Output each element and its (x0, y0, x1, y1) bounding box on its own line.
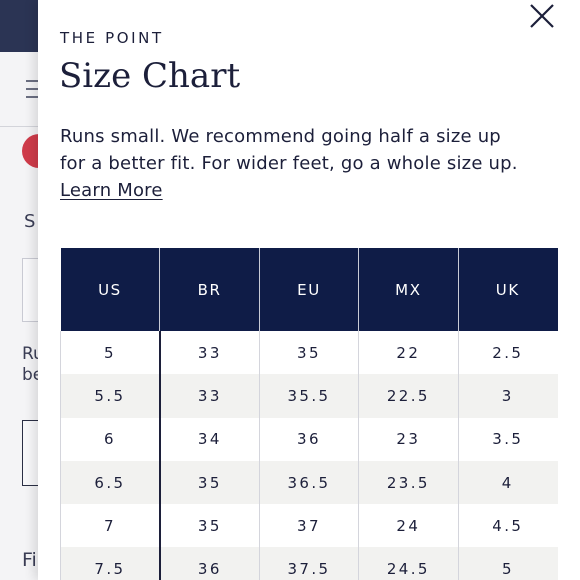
hamburger-menu-icon (26, 80, 40, 98)
table-cell: 37 (259, 504, 360, 548)
table-cell: 36 (159, 547, 260, 580)
table-cell: 5 (59, 331, 161, 375)
table-cell: 35.5 (259, 374, 360, 418)
table-cell: 23.5 (358, 460, 459, 505)
table-cell: 35 (159, 504, 260, 548)
table-cell: 23 (358, 417, 459, 461)
table-cell: 4.5 (492, 516, 524, 535)
table-row: 5.5 33 35.5 22.5 3 (59, 374, 558, 418)
table-cell: 33 (159, 331, 260, 375)
table-row: 6 34 36 23 3.5 (59, 417, 558, 461)
table-cell: 5.5 (59, 374, 161, 418)
background-divider (0, 126, 40, 127)
table-cell: 35 (259, 331, 360, 375)
column-header-us: US (60, 248, 161, 331)
background-text-fi: Fi (22, 549, 37, 571)
brand-eyebrow: THE POINT (60, 29, 164, 47)
column-header-uk: UK (458, 248, 558, 331)
table-cell: 36.5 (259, 460, 360, 505)
table-cell: 34 (159, 417, 260, 461)
page-title: Size Chart (59, 56, 241, 96)
size-chart-panel: THE POINT Size Chart Runs small. We reco… (38, 0, 580, 580)
table-cell: 3 (458, 374, 558, 418)
table-cell: 7 (59, 504, 161, 548)
table-cell: 37.5 (259, 547, 360, 580)
fit-description-text: Runs small. We recommend going half a si… (60, 126, 518, 174)
table-row: 5 33 35 22 2.5 (59, 331, 558, 375)
table-cell: 6 (59, 417, 161, 461)
column-header-mx: MX (358, 248, 459, 331)
size-table-header-row: US BR EU MX UK (60, 248, 558, 331)
learn-more-link[interactable]: Learn More (60, 180, 163, 201)
table-row: 6.5 35 36.5 23.5 4 (59, 460, 558, 505)
table-cell: 36 (259, 417, 360, 461)
close-button[interactable] (528, 2, 556, 30)
size-table: US BR EU MX UK 5 33 35 22 2.5 5.5 33 35.… (59, 248, 558, 580)
table-row: 7.5 36 37.5 24.5 5 (59, 547, 558, 580)
table-cell: 2.5 (492, 343, 524, 362)
table-cell: 4 (458, 460, 558, 505)
table-cell: 24 (358, 504, 459, 548)
column-header-eu: EU (259, 248, 360, 331)
table-cell: 22.5 (358, 374, 459, 418)
table-cell: 35 (159, 460, 260, 505)
fit-description: Runs small. We recommend going half a si… (60, 123, 530, 204)
close-icon (530, 4, 554, 28)
table-cell: 6.5 (59, 460, 161, 505)
table-cell: 24.5 (358, 547, 459, 580)
table-cell: 7.5 (59, 547, 161, 580)
column-header-br: BR (159, 248, 260, 331)
table-cell: 33 (159, 374, 260, 418)
background-text-be: be (22, 365, 44, 385)
table-cell: 5 (458, 547, 558, 580)
background-text-s: S (24, 211, 36, 232)
table-row: 7 35 37 24 4.5 (59, 504, 558, 548)
table-cell: 22 (358, 331, 459, 375)
table-cell: 3.5 (492, 430, 524, 449)
